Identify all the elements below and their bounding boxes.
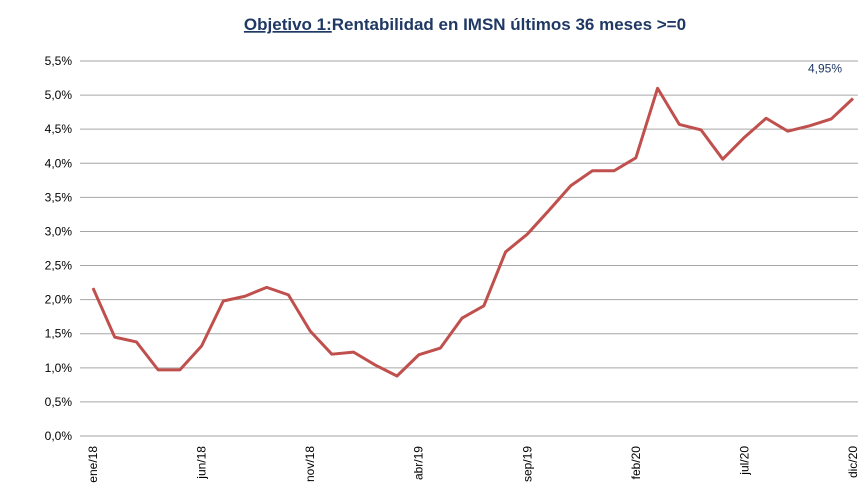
- title-text: Rentabilidad en IMSN últimos 36 meses >=…: [332, 15, 686, 34]
- y-tick-label: 3,0%: [45, 224, 73, 238]
- x-tick-label: dic/20: [846, 446, 858, 478]
- x-tick-label: sep/19: [520, 446, 534, 482]
- y-tick-label: 4,5%: [45, 122, 73, 136]
- data-label: 4,95%: [808, 62, 842, 76]
- x-tick-label: jul/20: [737, 446, 751, 476]
- x-tick-label: jun/18: [195, 446, 209, 480]
- y-tick-label: 5,5%: [45, 54, 73, 68]
- chart-title: Objetivo 1:Rentabilidad en IMSN últimos …: [244, 15, 686, 34]
- x-tick-label: abr/19: [412, 446, 426, 480]
- y-tick-label: 4,0%: [45, 156, 73, 170]
- y-tick-label: 3,5%: [45, 190, 73, 204]
- x-tick-label: feb/20: [629, 446, 643, 480]
- y-tick-label: 1,0%: [45, 361, 73, 375]
- x-tick-label: ene/18: [86, 446, 100, 483]
- title-prefix: Objetivo 1:: [244, 15, 332, 34]
- y-tick-label: 2,5%: [45, 259, 73, 273]
- x-tick-label: nov/18: [303, 446, 317, 482]
- y-tick-label: 0,0%: [45, 429, 73, 443]
- y-tick-label: 0,5%: [45, 395, 73, 409]
- line-series: [91, 86, 855, 378]
- y-tick-label: 5,0%: [45, 88, 73, 102]
- y-tick-label: 1,5%: [45, 327, 73, 341]
- y-tick-label: 2,0%: [45, 293, 73, 307]
